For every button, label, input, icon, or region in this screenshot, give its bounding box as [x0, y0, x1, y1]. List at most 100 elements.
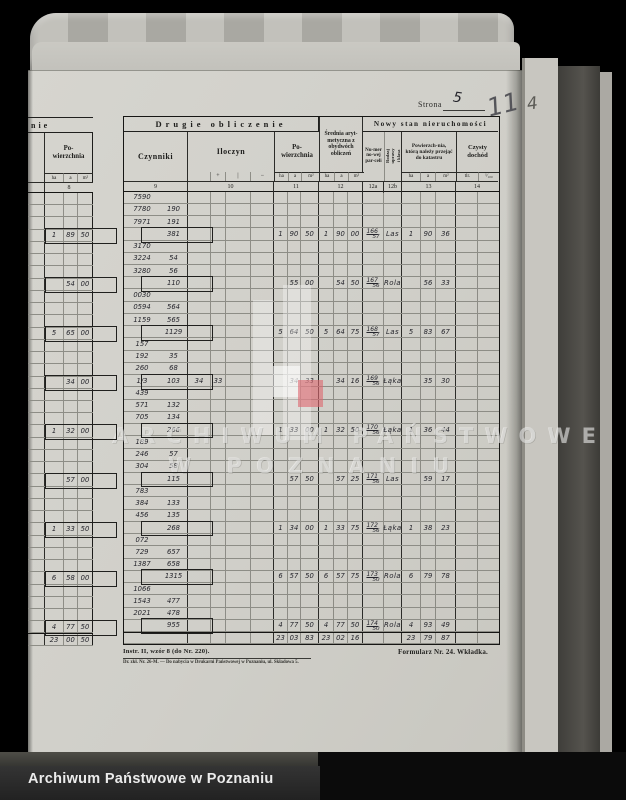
table-cell: 90 — [334, 228, 348, 240]
land-use-cell: Rola — [384, 619, 402, 632]
table-row — [28, 315, 93, 328]
table-row: 1315 6 57 50 6 57 75 173 50 Rola 6 79 78 — [124, 569, 499, 586]
table-cell — [363, 546, 384, 558]
book-gap-shadow — [558, 66, 600, 792]
table-row — [28, 535, 93, 548]
table-cell — [211, 240, 226, 252]
table-cell: 072 — [135, 535, 149, 544]
table-cell — [334, 485, 348, 497]
table-cell — [28, 303, 45, 315]
left-table-body: 1 89 50 54 00 5 65 00 34 00 1 32 00 57 00 1 33 50 6 58 00 4 77… — [28, 193, 117, 646]
table-cell — [211, 338, 226, 350]
table-cell: 00 — [78, 327, 93, 339]
table-cell — [288, 362, 301, 375]
table-cell — [319, 607, 334, 619]
table-cell — [188, 301, 211, 313]
table-cell — [319, 350, 334, 362]
table-cell — [211, 460, 226, 472]
table-cell — [64, 241, 78, 254]
book-top-pages — [32, 42, 520, 72]
table-cell — [78, 511, 93, 523]
table-cell — [421, 583, 436, 595]
table-cell — [456, 633, 478, 644]
land-use-cell: Las — [384, 472, 402, 485]
table-cell — [456, 436, 478, 448]
table-row — [28, 339, 93, 353]
table-cell — [64, 486, 78, 498]
table-cell — [226, 546, 251, 558]
table-cell — [78, 241, 93, 254]
table-cell: 34 — [288, 521, 301, 534]
table-cell: 246 — [135, 450, 149, 459]
table-cell — [478, 497, 498, 508]
table-cell — [334, 338, 348, 350]
table-cell — [211, 411, 226, 424]
table-cell — [421, 289, 436, 301]
table-cell: 00 — [348, 228, 363, 240]
table-cell — [28, 621, 45, 633]
table-cell — [188, 289, 211, 301]
table-cell — [421, 411, 436, 424]
table-cell — [274, 509, 288, 521]
table-row — [28, 449, 93, 463]
table-cell — [211, 534, 226, 546]
table-cell — [363, 633, 384, 644]
table-cell — [78, 608, 93, 621]
table-cell — [78, 193, 93, 205]
table-cell — [436, 338, 456, 350]
table-cell — [348, 497, 363, 509]
table-cell — [78, 560, 93, 572]
table-cell — [319, 313, 334, 326]
table-row: 304 58 — [124, 460, 499, 473]
table-cell — [251, 472, 274, 485]
table-cell — [436, 558, 456, 570]
table-row: 260 68 — [124, 362, 499, 376]
table-cell: 1/3 — [136, 376, 148, 385]
table-cell — [188, 228, 211, 240]
left-table-cut-column — [28, 133, 45, 182]
table-cell: 478 — [160, 607, 188, 619]
table-cell: 783 — [135, 486, 149, 495]
table-cell — [421, 399, 436, 411]
iloczyn-signs-row: + | − — [188, 171, 274, 181]
table-cell: 1 — [402, 521, 421, 534]
table-cell — [384, 338, 402, 350]
table-cell — [28, 449, 45, 462]
table-cell — [402, 387, 421, 399]
table-cell — [319, 583, 334, 595]
table-cell — [78, 388, 93, 400]
table-cell — [274, 485, 288, 497]
table-cell — [160, 583, 188, 595]
table-cell — [456, 424, 478, 436]
table-cell — [334, 387, 348, 399]
table-cell — [188, 546, 211, 558]
table-cell — [301, 252, 319, 264]
table-cell: 50 — [78, 634, 93, 645]
table-cell — [211, 509, 226, 521]
table-cell — [319, 595, 334, 607]
table-cell — [301, 411, 319, 424]
table-cell — [456, 509, 478, 521]
table-cell — [436, 191, 456, 203]
table-cell — [188, 191, 211, 203]
table-cell — [334, 216, 348, 228]
table-cell — [274, 595, 288, 607]
table-cell — [188, 277, 211, 289]
table-cell — [301, 546, 319, 558]
table-cell — [384, 191, 402, 203]
table-cell — [288, 583, 301, 595]
table-cell — [301, 289, 319, 301]
table-sum-row: 23 00 50 — [28, 633, 93, 646]
table-cell: 30 — [436, 375, 456, 387]
table-cell — [436, 252, 456, 264]
table-cell — [78, 254, 93, 266]
table-cell — [78, 547, 93, 560]
table-cell — [402, 534, 421, 546]
table-cell — [288, 313, 301, 326]
table-cell: 1129 — [160, 326, 188, 338]
form-footer-rule — [123, 658, 311, 659]
table-row: 1129 5 64 50 5 64 75 168 57 Las 5 83 67 — [124, 324, 499, 341]
table-cell: 00 — [78, 425, 93, 437]
table-cell — [274, 436, 288, 448]
table-cell — [363, 436, 384, 448]
